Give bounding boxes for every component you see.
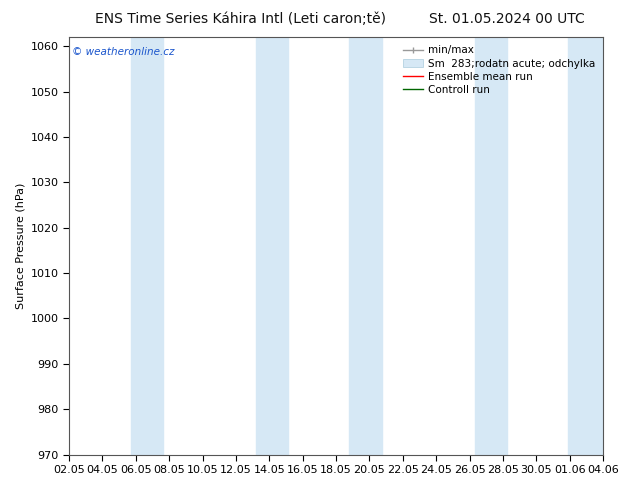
Text: © weatheronline.cz: © weatheronline.cz — [72, 48, 174, 57]
Text: ENS Time Series Káhira Intl (Leti caron;tě): ENS Time Series Káhira Intl (Leti caron;… — [96, 12, 386, 26]
Bar — [131, 37, 162, 455]
Text: St. 01.05.2024 00 UTC: St. 01.05.2024 00 UTC — [429, 12, 585, 26]
Y-axis label: Surface Pressure (hPa): Surface Pressure (hPa) — [15, 183, 25, 309]
Bar — [349, 37, 382, 455]
Bar — [475, 37, 507, 455]
Bar — [569, 37, 609, 455]
Bar — [256, 37, 288, 455]
Legend: min/max, Sm  283;rodatn acute; odchylka, Ensemble mean run, Controll run: min/max, Sm 283;rodatn acute; odchylka, … — [399, 42, 598, 98]
